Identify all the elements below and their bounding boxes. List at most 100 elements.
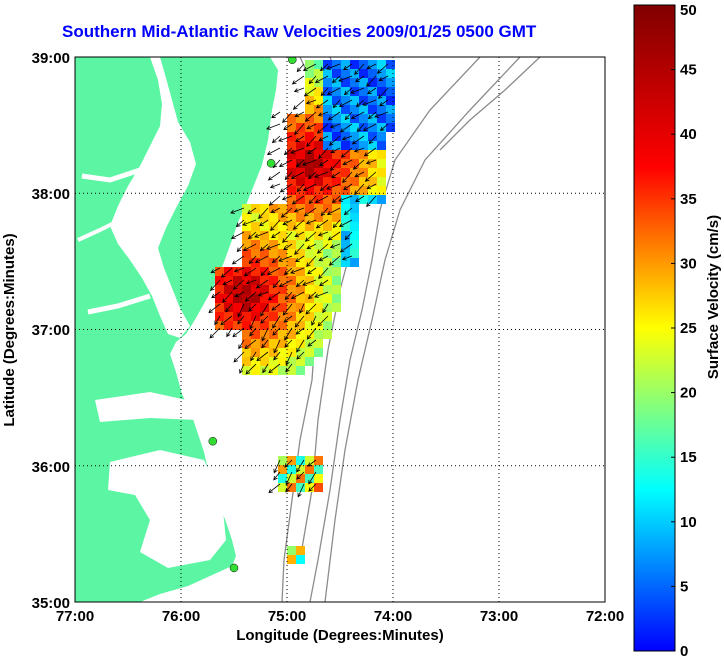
velocity-arrow xyxy=(257,291,269,297)
velocity-cell xyxy=(287,231,296,240)
velocity-cell xyxy=(341,240,350,249)
velocity-cell xyxy=(323,87,332,96)
velocity-cell xyxy=(350,240,359,249)
velocity-cell xyxy=(278,339,287,348)
velocity-arrow xyxy=(356,123,365,133)
velocity-cell xyxy=(341,69,350,78)
velocity-arrow xyxy=(284,339,293,348)
map-grid xyxy=(75,57,605,602)
velocity-cell xyxy=(386,105,395,114)
velocity-cell xyxy=(305,213,314,222)
velocity-cell xyxy=(296,330,305,339)
velocity-arrow xyxy=(244,339,257,350)
velocity-cell xyxy=(377,186,386,195)
velocity-cell xyxy=(332,105,341,114)
velocity-cell xyxy=(278,483,287,492)
velocity-arrow xyxy=(320,207,329,217)
velocity-arrow xyxy=(220,315,233,326)
albemarle-sound xyxy=(95,392,198,422)
velocity-cell xyxy=(305,285,314,294)
velocity-cell xyxy=(377,159,386,168)
velocity-arrow xyxy=(278,159,293,167)
velocity-arrow xyxy=(260,303,269,317)
velocity-arrow xyxy=(271,303,281,311)
velocity-arrow xyxy=(362,99,377,106)
velocity-cell xyxy=(242,213,251,222)
x-tick-72-00: 72:00 xyxy=(586,608,624,625)
velocity-cell xyxy=(341,168,350,177)
velocity-cell xyxy=(224,321,233,330)
velocity-arrow xyxy=(294,231,305,238)
velocity-arrow xyxy=(254,255,269,263)
velocity-cell xyxy=(305,249,314,258)
colorbar-tick-label: 0 xyxy=(680,643,688,659)
velocity-cell xyxy=(233,321,242,330)
velocity-cell xyxy=(332,258,341,267)
velocity-cell xyxy=(332,177,341,186)
velocity-arrow xyxy=(294,243,305,256)
velocity-cell xyxy=(350,222,359,231)
velocity-arrow xyxy=(237,315,245,325)
velocity-arrow xyxy=(249,315,257,330)
velocity-cell xyxy=(269,366,278,375)
velocity-cell xyxy=(314,105,323,114)
velocity-cell xyxy=(314,474,323,483)
velocity-cell xyxy=(377,60,386,69)
velocity-arrow xyxy=(302,159,317,166)
velocity-arrow xyxy=(236,243,245,253)
velocity-arrow xyxy=(326,63,341,70)
y-tick-38-00: 38:00 xyxy=(32,186,70,203)
velocity-arrow xyxy=(314,195,329,203)
velocity-arrow xyxy=(378,75,389,82)
velocity-cell xyxy=(260,357,269,366)
velocity-arrow xyxy=(326,183,341,190)
velocity-arrow xyxy=(355,99,365,108)
velocity-cell xyxy=(305,186,314,195)
velocity-arrow xyxy=(291,195,305,205)
velocity-cell xyxy=(368,159,377,168)
velocity-arrow xyxy=(332,219,341,229)
velocity-cell xyxy=(305,276,314,285)
velocity-cell xyxy=(323,321,332,330)
velocity-cell xyxy=(323,303,332,312)
velocity-arrow xyxy=(366,183,377,190)
velocity-cell xyxy=(296,366,305,375)
velocity-cell xyxy=(260,294,269,303)
velocity-cell xyxy=(323,213,332,222)
velocity-arrow xyxy=(296,351,305,360)
velocity-arrow xyxy=(306,123,317,130)
velocity-cell xyxy=(242,357,251,366)
velocity-cell xyxy=(314,285,323,294)
velocity-arrow xyxy=(304,231,317,242)
velocity-cell xyxy=(287,258,296,267)
velocity-arrow xyxy=(307,339,317,347)
velocity-cell xyxy=(305,321,314,330)
velocity-cell xyxy=(341,213,350,222)
velocity-arrow xyxy=(266,123,281,130)
velocity-arrow xyxy=(269,183,281,189)
velocity-cell xyxy=(332,231,341,240)
x-tick-73-00: 73:00 xyxy=(480,608,518,625)
velocity-arrow xyxy=(256,351,269,362)
velocity-arrow xyxy=(302,279,317,286)
velocity-arrow xyxy=(368,135,377,145)
velocity-arrow xyxy=(352,159,365,170)
velocity-cell xyxy=(314,132,323,141)
velocity-cell xyxy=(314,483,323,492)
velocity-cell xyxy=(350,141,359,150)
velocity-cell xyxy=(269,339,278,348)
velocity-arrow xyxy=(307,147,317,155)
velocity-cell xyxy=(314,96,323,105)
velocity-cell xyxy=(359,87,368,96)
velocity-arrow xyxy=(294,123,305,136)
velocity-cell xyxy=(296,348,305,357)
velocity-arrow xyxy=(230,207,245,214)
velocity-arrow xyxy=(367,87,377,95)
velocity-cell xyxy=(359,177,368,186)
velocity-cell xyxy=(377,177,386,186)
velocity-cell xyxy=(296,303,305,312)
velocity-arrow xyxy=(268,483,281,494)
velocity-arrow xyxy=(285,351,293,366)
velocity-arrow xyxy=(296,471,305,480)
velocity-cell xyxy=(332,213,341,222)
